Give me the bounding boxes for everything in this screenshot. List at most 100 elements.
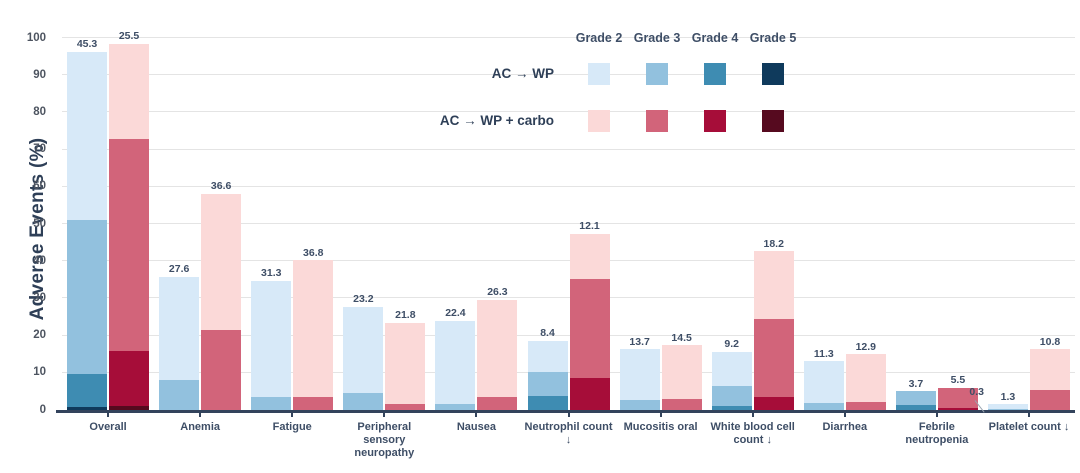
bar-segment (109, 43, 150, 139)
category-label: Mucositis oral (623, 421, 698, 433)
bar-segment (435, 404, 476, 410)
gridline (62, 148, 1075, 150)
legend-swatch-grade-2 (588, 62, 610, 85)
bar-segment (527, 372, 568, 396)
category-label: Anemia (180, 421, 221, 433)
bar-segment (385, 322, 426, 405)
legend-swatch-grade-4 (704, 109, 726, 132)
category-cell: Nausea (430, 411, 522, 460)
legend-swatch-grade-4 (704, 62, 726, 85)
bar-segment (67, 407, 108, 410)
bar-group: 8.227.621.636.6 (154, 38, 246, 410)
category-cell: Febrile neutropenia (891, 411, 983, 460)
bar-segment (251, 280, 292, 398)
bar-group: 1.15.39.23.421.118.2 (707, 38, 799, 410)
value-label: 36.8 (303, 246, 324, 259)
category-label: Nausea (456, 421, 496, 433)
value-label: 13.7 (629, 335, 650, 348)
bar-segment (67, 51, 108, 221)
gridline (62, 223, 1075, 224)
bar-segment (987, 408, 1028, 410)
legend-row-ac-wp: AC → WP (438, 50, 802, 97)
category-cell: Peripheral sensory neuropathy (338, 411, 430, 460)
bar-segment (159, 379, 200, 410)
value-label: 14.5 (671, 331, 692, 344)
y-tick-label: 70 (33, 143, 46, 156)
bar-group: 0.88.941.345.31.114.757.125.5 (62, 31, 154, 410)
value-label: 0.3 (969, 385, 984, 398)
y-tick-label: 100 (26, 31, 46, 44)
value-label: 11.3 (813, 347, 834, 360)
bar: 0.88.941.345.3 (67, 39, 108, 410)
bar-segment (753, 397, 794, 410)
bar-segment (569, 233, 610, 279)
category-label: Peripheral sensory neuropathy (354, 421, 415, 459)
bar-segment (845, 402, 886, 410)
bar-segment (293, 397, 334, 410)
gridline (62, 37, 1075, 38)
legend-grade-header: Grade 2 (575, 31, 623, 45)
x-tick-mark (751, 411, 754, 417)
bar: 3.421.118.2 (753, 239, 794, 410)
category-label: Diarrhea (822, 421, 868, 433)
x-tick-mark (475, 411, 478, 417)
bar-segment (343, 393, 384, 410)
bar-segment (109, 138, 150, 352)
category-label: Neutrophil count ↓ (524, 421, 613, 446)
bar-group: 1.811.32.112.9 (799, 38, 891, 410)
gridline (62, 185, 1075, 187)
bar: 4.523.2 (343, 294, 384, 410)
bar-group: 3.431.33.436.8 (246, 38, 338, 410)
y-tick-label: 50 (33, 217, 46, 230)
bar-segment (937, 387, 978, 409)
bar-group: 1.33.70.55.5 (891, 38, 983, 410)
value-label: 45.3 (76, 38, 98, 51)
bar-segment (201, 193, 242, 330)
y-tick-label: 40 (33, 254, 46, 267)
value-label: 36.6 (210, 180, 232, 192)
category-label: Febrile neutropenia (905, 421, 969, 446)
bar: 2.112.9 (845, 342, 886, 410)
legend-row-label: AC → WP (491, 66, 554, 81)
gridline (62, 297, 1075, 299)
y-tick-label: 20 (33, 329, 46, 342)
bar-segment (477, 299, 518, 398)
bar-segment (711, 405, 752, 410)
x-axis-categories: Overall Anemia Fatigue Peripheral sensory n… (62, 411, 1075, 460)
bar-segment (477, 397, 518, 410)
category-cell: Anemia (154, 411, 246, 460)
bar-segment (1029, 349, 1070, 390)
value-label: 3.7 (908, 377, 924, 390)
gridline (62, 371, 1075, 373)
bar-group: 4.523.21.621.8 (338, 38, 430, 410)
bar: 5.510.8 (1029, 337, 1070, 410)
bar: 0.3 1.3 (969, 386, 1028, 413)
category-cell: Overall (62, 411, 154, 460)
bar-segment (109, 405, 150, 410)
bar-group: 2.613.72.914.5 (615, 38, 707, 410)
plot-area: 0.88.941.345.31.114.757.125.58.227.621.6… (56, 31, 1075, 413)
value-label: 22.4 (445, 307, 466, 320)
bar: 3.96.38.4 (527, 328, 568, 410)
bar: 1.114.757.125.5 (109, 31, 150, 410)
bar: 0.55.5 (937, 375, 978, 410)
y-tick-label: 90 (33, 68, 46, 81)
category-cell: Neutrophil count ↓ (522, 411, 614, 460)
bar-segment (753, 318, 794, 398)
bar-segment (435, 320, 476, 405)
bar-segment (109, 351, 150, 406)
bar-segment (661, 399, 702, 410)
gridline (62, 260, 1075, 262)
value-label: 21.8 (395, 309, 416, 322)
category-label: White blood cell count ↓ (710, 421, 795, 446)
bar-segment (987, 404, 1028, 409)
x-tick-mark (843, 411, 846, 417)
bar: 3.436.8 (293, 248, 334, 410)
category-cell: Fatigue (246, 411, 338, 460)
value-label: 18.2 (763, 237, 784, 250)
x-tick-mark (107, 411, 110, 417)
gridline (62, 74, 1075, 76)
bar-segment (385, 404, 426, 410)
x-tick-mark (199, 411, 202, 417)
